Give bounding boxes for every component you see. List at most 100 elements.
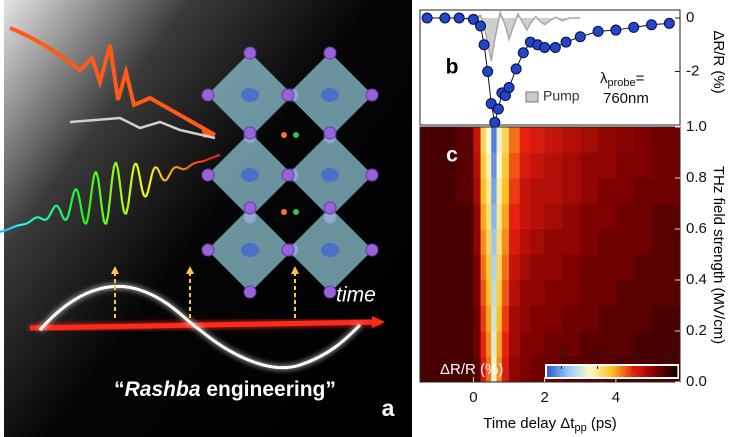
heatmap-cell bbox=[491, 127, 497, 153]
data-point bbox=[511, 64, 521, 74]
heatmap-cell bbox=[509, 178, 520, 204]
wave-segment bbox=[6, 229, 8, 230]
heatmap-cell bbox=[486, 331, 492, 357]
heatmap-cell bbox=[616, 127, 634, 153]
annotation-subscript: probe bbox=[608, 77, 636, 89]
heatmap-cell bbox=[473, 153, 481, 179]
halide-ion bbox=[282, 89, 294, 101]
y-axis-label: ΔR/R (%) bbox=[710, 30, 727, 93]
heatmap-cell bbox=[652, 229, 681, 255]
heatmap-cell bbox=[616, 153, 634, 179]
heatmap-cell bbox=[481, 127, 487, 153]
heatmap-cell bbox=[491, 331, 497, 357]
y-axis-label: THz field strength (MV/cm) bbox=[710, 166, 727, 344]
halide-ion bbox=[244, 127, 256, 139]
illustration: time “Rashba engineering” a bbox=[0, 0, 412, 437]
heatmap-cell bbox=[545, 127, 563, 153]
wave-segment bbox=[16, 225, 18, 226]
heatmap-cell bbox=[456, 153, 474, 179]
heatmap-cell bbox=[481, 331, 487, 357]
wave-segment bbox=[202, 161, 204, 162]
metal-ion bbox=[321, 168, 339, 182]
wave-segment bbox=[12, 227, 14, 228]
wave-segment bbox=[10, 228, 12, 229]
heatmap-cell bbox=[652, 306, 681, 332]
colorbar-tick-label: -1 bbox=[627, 346, 640, 362]
wave-segment bbox=[30, 220, 32, 222]
x-axis-label-text: Time delay Δt bbox=[483, 415, 575, 432]
metal-ion bbox=[241, 168, 259, 182]
heatmap-cell bbox=[634, 153, 652, 179]
heatmap-cell bbox=[497, 229, 503, 255]
heatmap-cell bbox=[530, 204, 545, 230]
heatmap-cell bbox=[491, 255, 497, 281]
heatmap-cell bbox=[473, 178, 481, 204]
wave-segment bbox=[206, 159, 208, 160]
wave-segment bbox=[178, 167, 180, 168]
wave-segment bbox=[172, 168, 174, 170]
heatmap-cell bbox=[616, 229, 634, 255]
heatmap-cell bbox=[456, 255, 474, 281]
time-label: time bbox=[336, 284, 376, 307]
heatmap-cell bbox=[520, 153, 531, 179]
wave-segment bbox=[180, 168, 182, 169]
heatmap-cell bbox=[502, 331, 510, 357]
heatmap-cell bbox=[545, 280, 563, 306]
y-tick-label: 0.0 bbox=[686, 373, 707, 390]
heatmap-cell bbox=[562, 127, 580, 153]
metal-ion bbox=[241, 88, 259, 102]
heatmap-cell bbox=[509, 153, 520, 179]
heatmap-cell bbox=[562, 178, 580, 204]
data-point bbox=[629, 22, 639, 32]
wave-segment bbox=[24, 224, 26, 225]
heatmap-cell bbox=[486, 280, 492, 306]
data-point bbox=[490, 117, 500, 127]
heatmap-cell bbox=[491, 280, 497, 306]
heatmap-cell bbox=[509, 357, 520, 383]
colorbar-tick-label: 0 bbox=[666, 346, 674, 362]
wave-segment bbox=[2, 231, 4, 232]
y-tick-label: 0.2 bbox=[686, 322, 707, 339]
heatmap-cell bbox=[634, 127, 652, 153]
heatmap-cell bbox=[491, 204, 497, 230]
heatmap-cell bbox=[530, 331, 545, 357]
heatmap-cell bbox=[420, 306, 456, 332]
heatmap-cell bbox=[509, 280, 520, 306]
heatmap-cell bbox=[530, 178, 545, 204]
data-point bbox=[664, 18, 674, 28]
wave-segment bbox=[162, 178, 164, 180]
heatmap-cell bbox=[473, 331, 481, 357]
x-tick-label: 0 bbox=[469, 389, 477, 406]
heatmap-cell bbox=[634, 204, 652, 230]
cation bbox=[293, 209, 299, 215]
wave-segment bbox=[56, 205, 58, 206]
heatmap-cell bbox=[520, 255, 531, 281]
data-point bbox=[479, 40, 489, 50]
heatmap-cell bbox=[486, 153, 492, 179]
heatmap-cell bbox=[598, 280, 616, 306]
heatmap-cell bbox=[491, 229, 497, 255]
colorbar-segment bbox=[675, 366, 678, 377]
heatmap-cell bbox=[473, 204, 481, 230]
data-point bbox=[440, 13, 450, 23]
heatmap-cell bbox=[580, 229, 598, 255]
figure: time “Rashba engineering” a 0-2ΔR/R (%)P… bbox=[0, 0, 735, 437]
wave-segment bbox=[46, 218, 48, 220]
heatmap-cell bbox=[530, 255, 545, 281]
caption: “Rashba engineering” bbox=[114, 378, 336, 401]
data-point bbox=[611, 25, 621, 35]
wave-segment bbox=[8, 229, 10, 230]
wave-segment bbox=[4, 230, 6, 231]
heatmap-cell bbox=[509, 127, 520, 153]
halide-ion bbox=[366, 89, 378, 101]
halide-ion bbox=[282, 169, 294, 181]
heatmap-cell bbox=[545, 204, 563, 230]
heatmap-cell bbox=[652, 255, 681, 281]
halide-ion bbox=[202, 89, 214, 101]
heatmap-cell bbox=[420, 280, 456, 306]
wave-segment bbox=[212, 157, 214, 158]
caption-text: engineering” bbox=[201, 378, 336, 401]
heatmap-cell bbox=[502, 255, 510, 281]
heatmap-cell bbox=[598, 127, 616, 153]
heatmap-cell bbox=[481, 229, 487, 255]
